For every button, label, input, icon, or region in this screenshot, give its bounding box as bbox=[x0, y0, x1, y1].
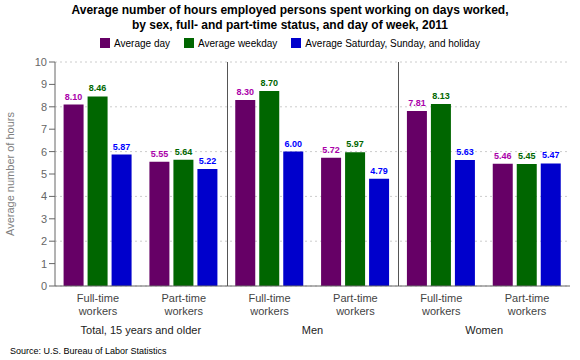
svg-text:5.87: 5.87 bbox=[113, 142, 131, 152]
svg-text:2: 2 bbox=[41, 235, 47, 247]
svg-text:8: 8 bbox=[41, 101, 47, 113]
svg-text:9: 9 bbox=[41, 78, 47, 90]
html-text:Average number of hours employ: Average number of hours employed persons… bbox=[71, 3, 509, 17]
svg-text:Full-timeworkers: Full-timeworkers bbox=[420, 292, 462, 317]
svg-text:Part-timeworkers: Part-timeworkers bbox=[161, 292, 206, 317]
svg-text:7: 7 bbox=[41, 123, 47, 135]
svg-text:5: 5 bbox=[41, 168, 47, 180]
svg-text:Average number of hours: Average number of hours bbox=[8, 112, 16, 236]
svg-text:5.64: 5.64 bbox=[175, 147, 193, 157]
svg-text:5.55: 5.55 bbox=[151, 149, 169, 159]
html-text:Average weekday: Average weekday bbox=[198, 37, 278, 49]
svg-text:8.70: 8.70 bbox=[260, 78, 278, 88]
svg-text:6: 6 bbox=[41, 146, 47, 158]
svg-text:6.00: 6.00 bbox=[284, 139, 302, 149]
svg-text:10: 10 bbox=[35, 56, 47, 68]
svg-text:4.79: 4.79 bbox=[370, 166, 388, 176]
html-text:by sex, full- and part-time st: by sex, full- and part-time status, and … bbox=[131, 18, 448, 32]
svg-text:5.47: 5.47 bbox=[542, 150, 560, 160]
svg-text:Full-timeworkers: Full-timeworkers bbox=[77, 292, 119, 317]
svg-text:5.72: 5.72 bbox=[322, 145, 340, 155]
svg-text:8.10: 8.10 bbox=[65, 92, 83, 102]
svg-text:5.63: 5.63 bbox=[456, 147, 474, 157]
svg-text:5.45: 5.45 bbox=[518, 151, 536, 161]
svg-text:5.97: 5.97 bbox=[346, 139, 364, 149]
svg-text:1: 1 bbox=[41, 258, 47, 270]
html-text:Men: Men bbox=[301, 324, 324, 336]
svg-text:5.22: 5.22 bbox=[199, 156, 217, 166]
svg-text:8.13: 8.13 bbox=[432, 91, 450, 101]
svg-text:5.46: 5.46 bbox=[494, 151, 512, 161]
svg-text:8.30: 8.30 bbox=[236, 87, 254, 97]
svg-text:3: 3 bbox=[41, 213, 47, 225]
svg-text:0: 0 bbox=[41, 280, 47, 292]
svg-text:Part-timeworkers: Part-timeworkers bbox=[333, 292, 378, 317]
svg-text:Full-timeworkers: Full-timeworkers bbox=[248, 292, 290, 317]
svg-text:7.81: 7.81 bbox=[408, 98, 426, 108]
svg-text:4: 4 bbox=[41, 190, 47, 202]
html-text:Average Saturday, Sunday, and: Average Saturday, Sunday, and holiday bbox=[305, 37, 480, 49]
svg-text:8.46: 8.46 bbox=[89, 83, 107, 93]
html-text:Source: U.S. Bureau of Labor S: Source: U.S. Bureau of Labor Statistics bbox=[10, 346, 167, 356]
html-text:Women: Women bbox=[465, 324, 503, 336]
html-text:Average day: Average day bbox=[114, 37, 170, 49]
svg-text:Part-timeworkers: Part-timeworkers bbox=[505, 292, 550, 317]
html-text:Total, 15 years and older: Total, 15 years and older bbox=[80, 324, 202, 336]
